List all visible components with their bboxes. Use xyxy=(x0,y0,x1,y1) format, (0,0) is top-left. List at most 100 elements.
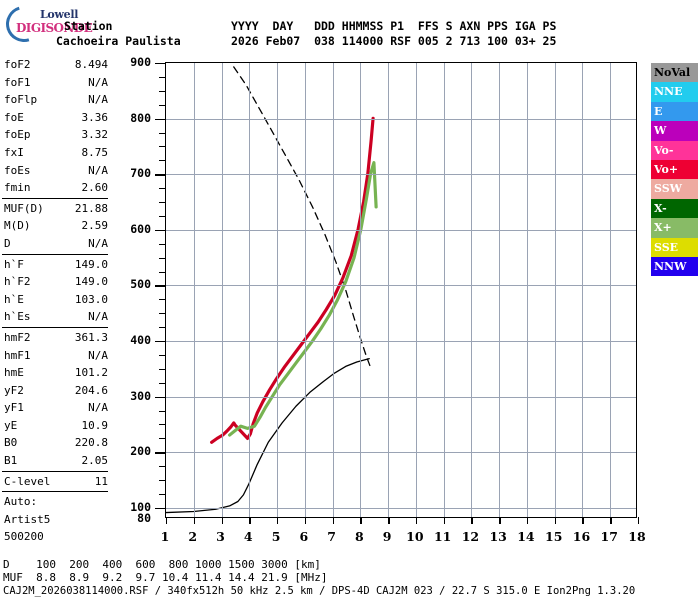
table-row: foE 3.36 xyxy=(0,109,112,127)
header-station-label: Station xyxy=(64,19,113,33)
param-value: 2.59 xyxy=(81,219,109,233)
x-axis-tick xyxy=(471,517,473,524)
table-row: D N/A xyxy=(0,235,112,253)
param-value: 8.75 xyxy=(81,145,109,159)
grid-line-vertical xyxy=(388,63,390,517)
table-row: M(D) 2.59 xyxy=(0,217,112,235)
x-axis-tick xyxy=(388,517,390,524)
x-axis-tick xyxy=(277,517,279,524)
x-axis-label: 15 xyxy=(545,529,563,544)
header-station-value: Cachoeira Paulista xyxy=(56,34,181,48)
y-axis-tick-minor xyxy=(159,243,166,245)
param-key: hmF1 xyxy=(4,348,31,362)
auto-code: 500200 xyxy=(4,530,44,544)
grid-line-vertical xyxy=(415,63,417,517)
y-axis-label: 900 xyxy=(130,55,151,69)
y-axis-label-min: 80 xyxy=(137,511,151,525)
y-axis-tick-minor xyxy=(159,271,166,273)
y-axis-tick-minor xyxy=(159,466,166,468)
param-key: yE xyxy=(4,418,18,432)
table-row: B0 220.8 xyxy=(0,434,112,452)
param-value: N/A xyxy=(88,75,108,89)
param-key: MUF(D) xyxy=(4,201,44,215)
x-axis-label: 5 xyxy=(271,529,281,544)
table-row: foEs N/A xyxy=(0,162,112,180)
y-axis-tick-major xyxy=(155,507,166,510)
legend-item-ssw[interactable]: SSW xyxy=(651,179,698,199)
param-value: 103.0 xyxy=(74,292,108,306)
table-row: hmF1 N/A xyxy=(0,347,112,365)
trace-true xyxy=(165,358,370,514)
trace-xtrace xyxy=(227,161,378,437)
legend-item-w[interactable]: W xyxy=(651,121,698,141)
y-axis-tick-minor xyxy=(159,424,166,426)
param-key: h`F xyxy=(4,257,24,271)
x-axis-label: 11 xyxy=(433,529,452,544)
grid-line-horizontal xyxy=(166,341,636,343)
legend-item-x[interactable]: X- xyxy=(651,198,698,219)
y-axis-tick-minor xyxy=(159,90,166,92)
grid-line-vertical xyxy=(360,63,362,517)
grid-line-vertical xyxy=(193,63,195,517)
footer-distance-row: D 100 200 400 600 800 1000 1500 3000 [km… xyxy=(3,558,321,571)
x-axis-label: 7 xyxy=(327,529,336,544)
table-divider xyxy=(2,197,108,199)
param-value: 2.05 xyxy=(81,454,109,468)
legend-item-nnw[interactable]: NNW xyxy=(651,256,698,277)
grid-line-vertical xyxy=(471,63,473,517)
grid-line-horizontal xyxy=(166,396,636,398)
table-row: B1 2.05 xyxy=(0,452,112,470)
param-key: h`Es xyxy=(4,310,31,324)
param-value: 149.0 xyxy=(74,275,108,289)
param-key: B0 xyxy=(4,436,18,450)
table-divider xyxy=(2,491,108,493)
param-value: 2.60 xyxy=(81,181,109,195)
legend-item-e[interactable]: E xyxy=(651,101,698,122)
y-axis-label: 500 xyxy=(130,277,151,292)
param-key: C-level xyxy=(4,474,51,488)
y-axis-tick-minor xyxy=(159,76,166,78)
grid-line-vertical xyxy=(443,63,445,517)
y-axis-tick-major xyxy=(155,63,166,65)
legend-item-vo[interactable]: Vo+ xyxy=(651,159,698,180)
y-axis-tick-major xyxy=(155,174,166,176)
legend-item-nne[interactable]: NNE xyxy=(651,82,698,102)
y-axis-label: 100 xyxy=(130,499,151,514)
legend-item-noval[interactable]: NoVal xyxy=(651,63,698,83)
y-axis-tick-minor xyxy=(159,493,166,495)
ionogram-plot[interactable] xyxy=(155,62,640,524)
y-axis-tick-minor xyxy=(159,104,166,106)
x-axis-label: 14 xyxy=(517,529,535,544)
legend-item-sse[interactable]: SSE xyxy=(651,237,698,257)
y-axis-tick-minor xyxy=(159,299,166,301)
param-key: foE xyxy=(4,110,24,124)
y-axis-tick-minor xyxy=(159,160,166,162)
param-key: M(D) xyxy=(4,219,31,233)
trace-muf xyxy=(233,66,372,369)
table-row: C-level 11 xyxy=(0,473,112,491)
grid-line-horizontal xyxy=(166,452,636,454)
y-axis-tick-minor xyxy=(159,382,166,384)
y-axis-label: 800 xyxy=(130,110,151,125)
y-axis-tick-minor xyxy=(159,438,166,440)
table-divider xyxy=(2,326,108,328)
y-axis-tick-minor xyxy=(159,354,166,356)
legend-item-x[interactable]: X+ xyxy=(651,218,698,238)
grid-line-vertical xyxy=(221,63,223,517)
table-row: foF2 8.494 xyxy=(0,56,112,74)
header-columns-labels: YYYY DAY DDD HHMMSS P1 FFS S AXN PPS IGA… xyxy=(231,19,557,33)
auto-label: Auto: xyxy=(4,495,38,509)
x-axis-tick xyxy=(554,517,557,524)
y-axis-tick-minor xyxy=(159,327,166,329)
grid-line-vertical xyxy=(526,63,528,517)
grid-line-horizontal xyxy=(166,174,636,176)
table-row: hmE 101.2 xyxy=(0,364,112,382)
param-value: N/A xyxy=(88,348,108,362)
x-axis-label: 2 xyxy=(188,529,198,544)
y-axis-tick-minor xyxy=(159,146,166,148)
legend-item-vo[interactable]: Vo- xyxy=(651,140,698,160)
y-axis-tick-major xyxy=(155,118,166,120)
x-axis-label: 3 xyxy=(216,529,225,544)
footer-muf-row: MUF 8.8 8.9 9.2 9.7 10.4 11.4 14.4 21.9 … xyxy=(3,571,328,584)
x-axis-tick xyxy=(332,517,334,524)
